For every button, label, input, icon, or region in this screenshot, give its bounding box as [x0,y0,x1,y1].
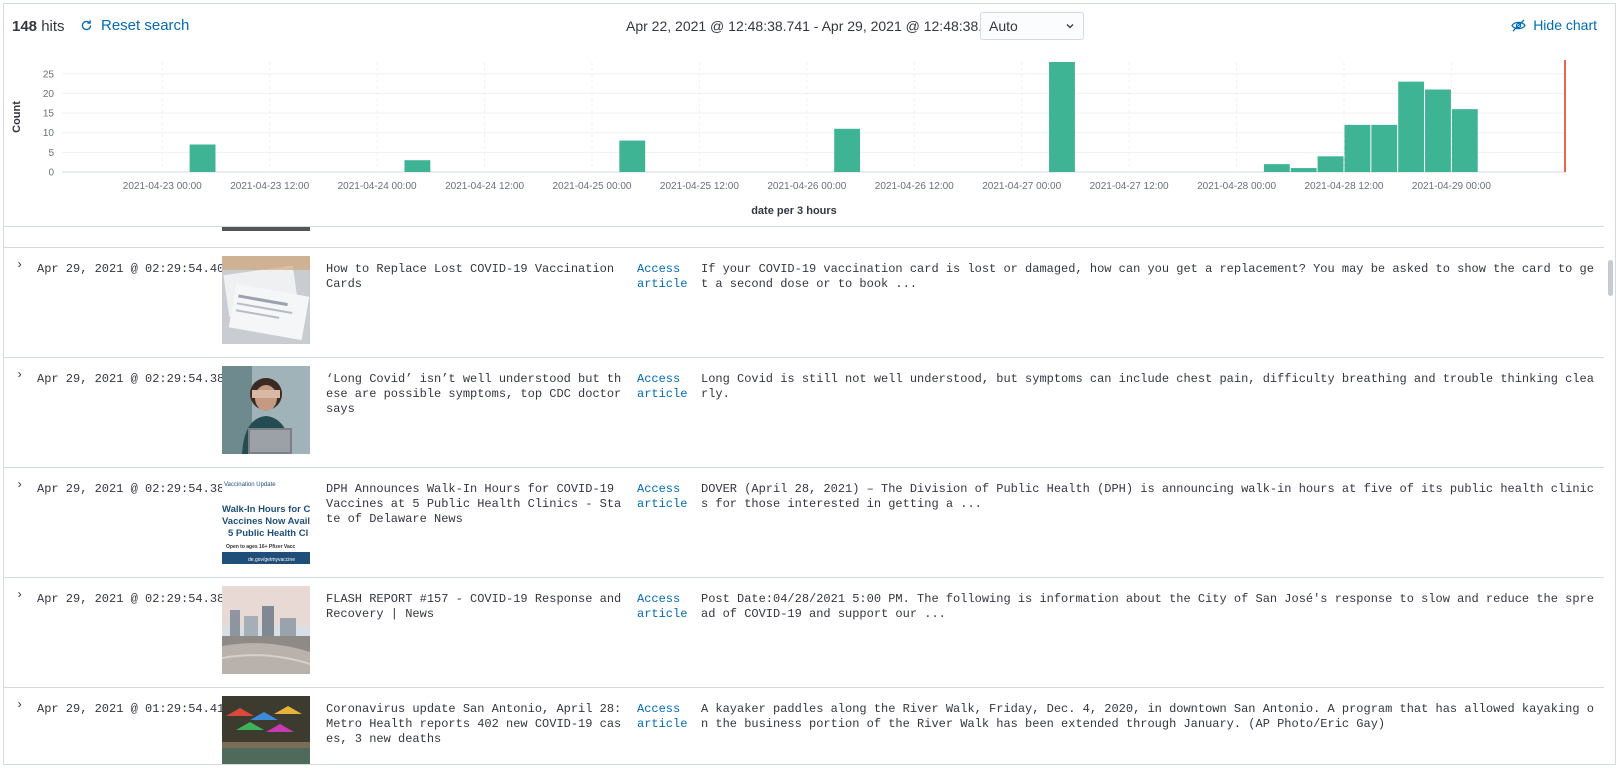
title-cell: FLASH REPORT #157 - COVID-19 Response an… [326,592,622,621]
table-row: › Apr 29, 2021 @ 02:29:54.386 FLASH REPO… [4,577,1604,689]
river-walk-umbrellas-photo-icon [222,696,310,764]
x-tick-label: 2021-04-28 00:00 [1197,181,1276,192]
x-axis-title: date per 3 hours [751,205,837,217]
histogram-bar [189,144,216,172]
y-tick-label: 10 [43,128,55,139]
x-tick-label: 2021-04-27 12:00 [1090,181,1169,192]
table-row: › Apr 29, 2021 @ 02:29:54.388 Vaccinatio… [4,467,1604,579]
x-tick-label: 2021-04-23 00:00 [123,181,202,192]
description-cell: DOVER (April 28, 2021) – The Division of… [701,482,1594,511]
description-cell: Post Date:04/28/2021 5:00 PM. The follow… [701,592,1594,621]
histogram-bar [1425,89,1451,172]
hide-chart-button[interactable]: Hide chart [1511,17,1597,33]
title-cell: DPH Announces Walk-In Hours for COVID-19… [326,482,622,526]
expand-row-icon[interactable]: › [16,588,24,602]
access-article-link[interactable]: Access article [637,482,688,511]
table-scrollbar[interactable] [1608,260,1613,296]
interval-select[interactable]: Auto [980,12,1084,40]
x-tick-label: 2021-04-26 00:00 [767,181,846,192]
title-cell: Coronavirus update San Antonio, April 28… [326,702,622,746]
hide-chart-label: Hide chart [1533,17,1597,33]
histogram-bar [1451,109,1478,172]
y-tick-label: 20 [43,89,55,100]
histogram-svg: 0 5 10 15 20 25 2021-04-23 00:00 2021-04-23 12:… [11,60,1566,217]
expand-row-icon[interactable]: › [16,258,24,272]
x-tick-label: 2021-04-29 00:00 [1412,181,1491,192]
y-tick-label: 0 [48,168,54,179]
interval-value: Auto [989,18,1018,34]
refresh-icon [81,20,92,31]
documents-table: › Apr 29, 2021 @ 02:29:54.405 How to Rep… [4,226,1604,764]
x-tick-label: 2021-04-28 12:00 [1304,181,1383,192]
title-cell: ‘Long Covid’ isn’t well understood but t… [326,372,622,416]
hits-label: hits [41,18,65,35]
hits-count: 148 [12,18,38,35]
flyer-line: de.gov/getmyvaccine [248,557,295,563]
flyer-line: Vaccination Update [224,482,276,488]
title-cell: How to Replace Lost COVID-19 Vaccination… [326,262,615,291]
eye-closed-icon [1511,19,1526,31]
flyer-line: Open to ages 16+ Pfizer Vacc [226,544,296,550]
description-cell: Long Covid is still not well understood,… [701,372,1594,401]
reset-search-label: Reset search [101,17,190,34]
flyer-line: Walk-In Hours for CO [222,504,310,515]
description-cell: A kayaker paddles along the River Walk, … [701,702,1594,731]
flyer-line: Vaccines Now Avail [222,516,310,527]
y-axis-title: Count [11,101,23,133]
reset-search-button[interactable]: Reset search [80,17,189,34]
histogram-bar [834,128,861,172]
results-header: 148 hits Reset search Apr 22, 2021 @ 12:… [4,4,1615,48]
histogram-bar [1371,124,1398,172]
y-tick-label: 25 [43,69,55,80]
timestamp-cell: Apr 29, 2021 @ 02:29:54.388 [37,372,232,386]
x-tick-label: 2021-04-23 12:00 [230,181,309,192]
table-row: › Apr 29, 2021 @ 02:29:54.405 How to Rep… [4,247,1604,359]
histogram-bar [1344,124,1371,172]
histogram-bar [619,140,646,172]
histogram-chart: 0 5 10 15 20 25 2021-04-23 00:00 2021-04-23 12:… [4,48,1615,224]
expand-row-icon[interactable]: › [16,478,24,492]
x-tick-label: 2021-04-25 00:00 [552,181,631,192]
table-row: › Apr 29, 2021 @ 02:29:54.388 ‘Long Covi… [4,357,1604,469]
timestamp-cell: Apr 29, 2021 @ 02:29:54.386 [37,592,232,606]
access-article-link[interactable]: Access article [637,262,688,291]
x-tick-label: 2021-04-24 12:00 [445,181,524,192]
previous-row-thumbnail-edge [222,227,310,231]
access-article-link[interactable]: Access article [637,592,688,621]
x-tick-label: 2021-04-26 12:00 [875,181,954,192]
vaccination-cards-photo-icon [222,256,310,344]
histogram-bar [404,160,431,172]
timestamp-cell: Apr 29, 2021 @ 02:29:54.388 [37,482,232,496]
histogram-bar [1049,62,1075,172]
flyer-line: 5 Public Health Cl [228,528,308,539]
chevron-down-icon [1066,24,1074,29]
access-article-link[interactable]: Access article [637,702,688,731]
histogram-bar [1398,81,1425,172]
x-tick-label: 2021-04-27 00:00 [982,181,1061,192]
description-cell: If your COVID-19 vaccination card is los… [701,262,1594,291]
y-tick-label: 5 [48,148,54,159]
x-tick-label: 2021-04-24 00:00 [338,181,417,192]
histogram-bar [1290,168,1317,172]
timestamp-cell: Apr 29, 2021 @ 01:29:54.417 [37,702,232,716]
y-tick-label: 15 [43,109,55,120]
expand-row-icon[interactable]: › [16,368,24,382]
time-range-label: Apr 22, 2021 @ 12:48:38.741 - Apr 29, 20… [626,18,1006,34]
city-skyline-photo-icon [222,586,310,674]
woman-at-laptop-photo-icon [222,366,310,454]
histogram-bar [1317,156,1344,172]
table-row: › Apr 29, 2021 @ 01:29:54.417 Coronaviru… [4,687,1604,764]
discover-panel: 148 hits Reset search Apr 22, 2021 @ 12:… [3,3,1616,765]
vaccination-update-flyer-icon: Vaccination Update Walk-In Hours for CO … [222,476,310,564]
expand-row-icon[interactable]: › [16,698,24,712]
x-tick-label: 2021-04-25 12:00 [660,181,739,192]
timestamp-cell: Apr 29, 2021 @ 02:29:54.405 [37,262,232,276]
histogram-bar [1263,164,1290,172]
hits-counter: 148 hits [12,18,65,35]
access-article-link[interactable]: Access article [637,372,688,401]
